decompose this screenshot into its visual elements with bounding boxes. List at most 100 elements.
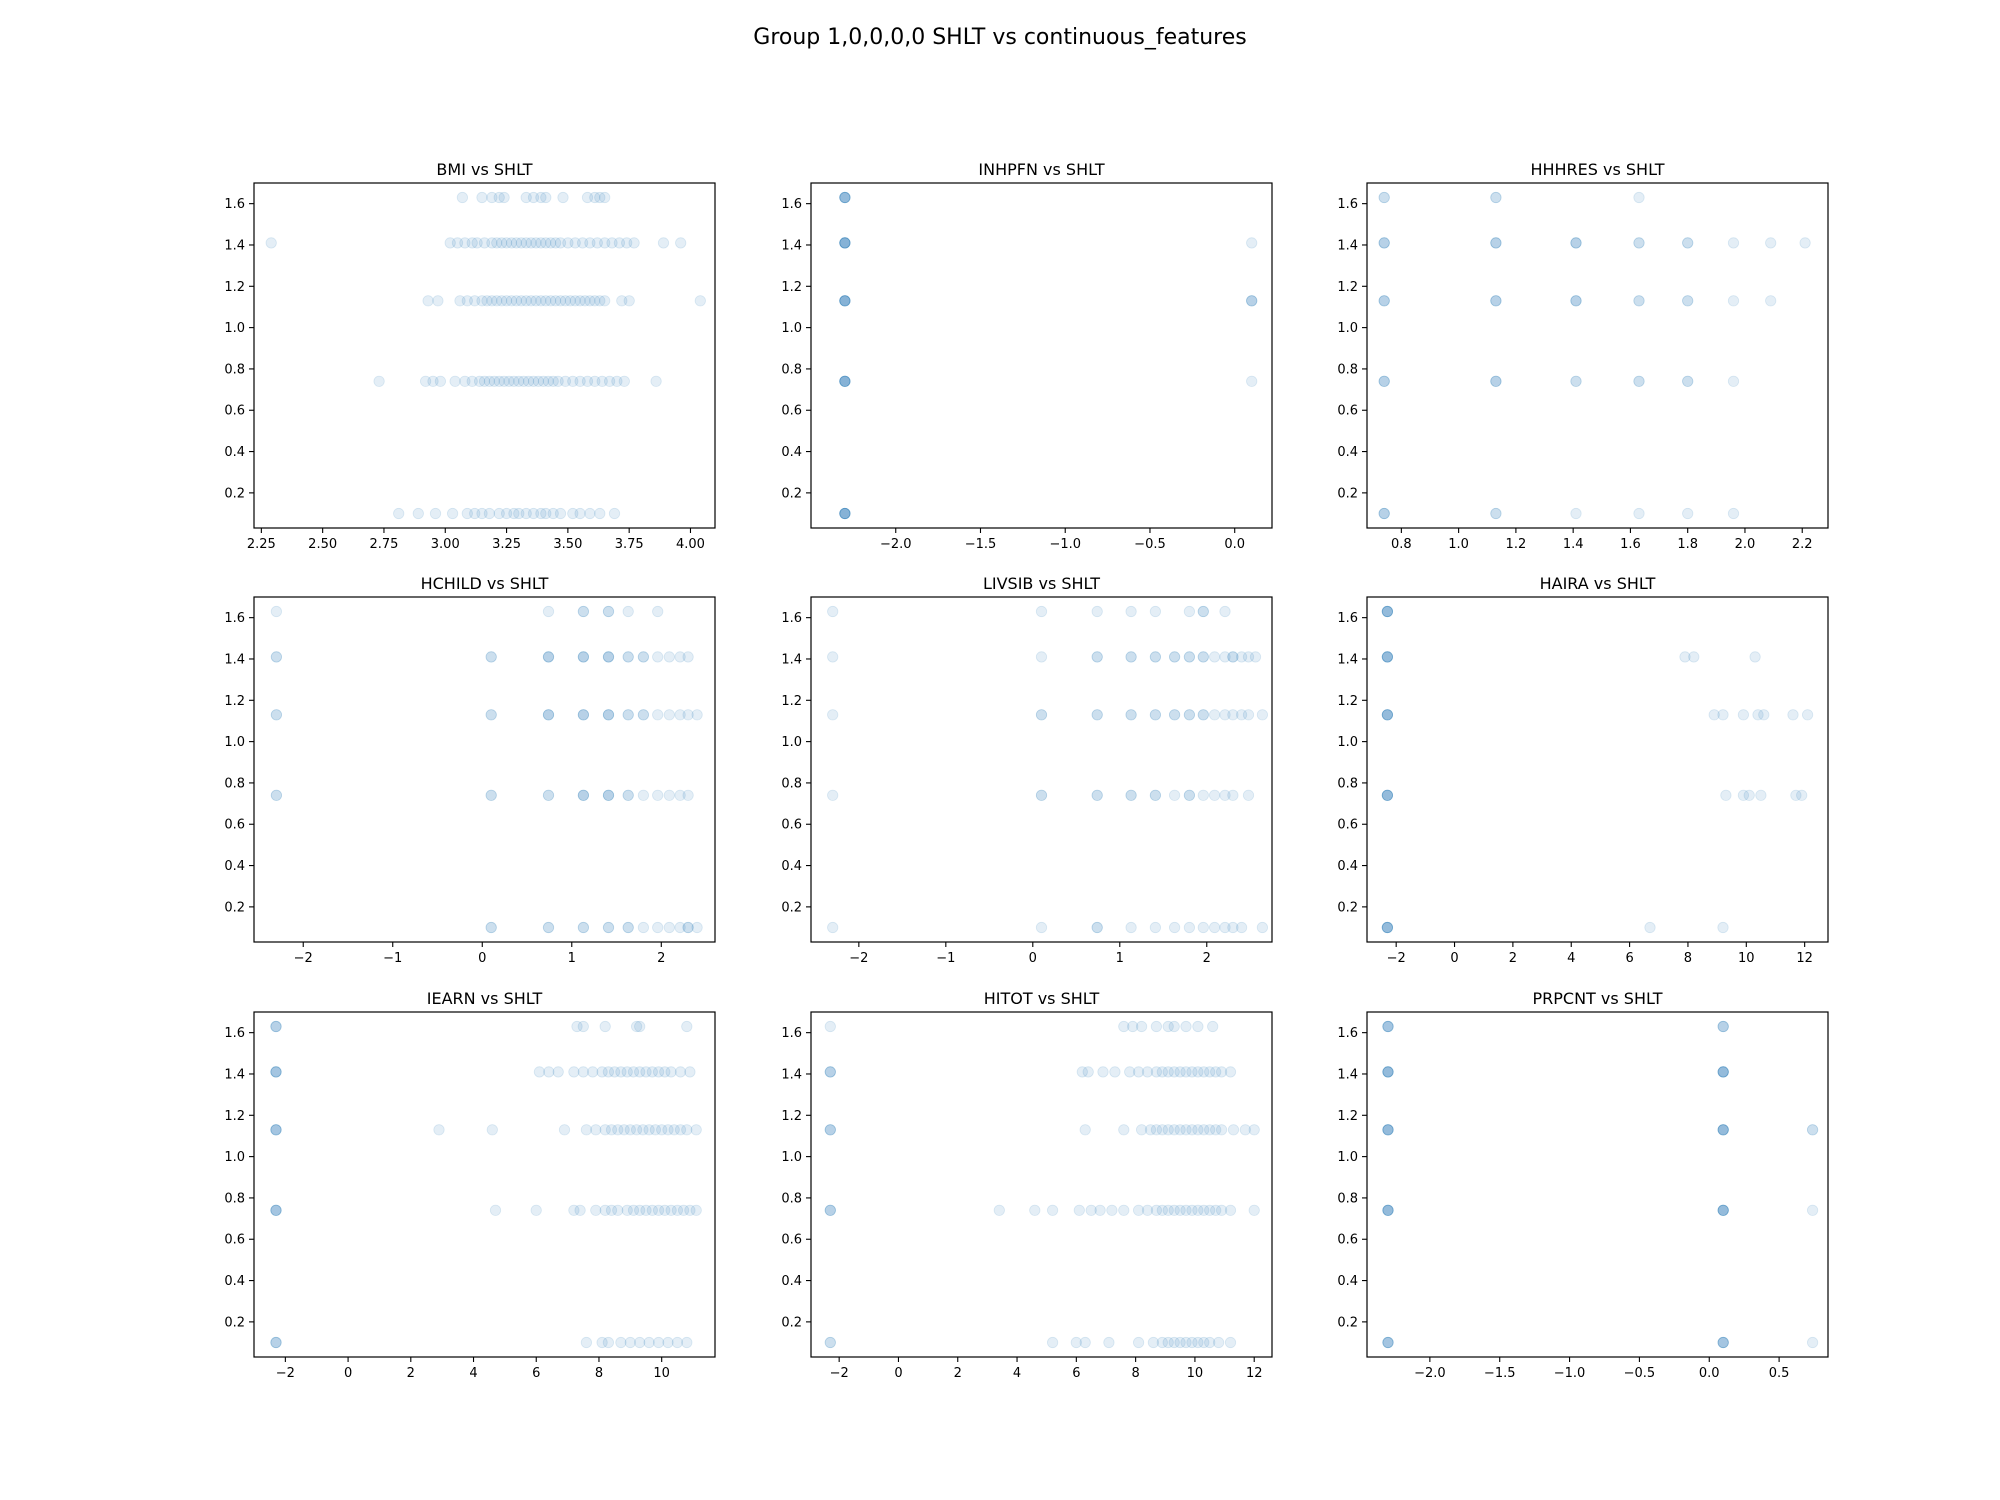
y-tick-label: 1.0: [781, 1150, 802, 1165]
data-point: [1035, 789, 1048, 801]
data-point: [652, 789, 664, 801]
y-tick-label: 1.4: [781, 652, 802, 667]
data-point: [1125, 789, 1137, 801]
data-point: [622, 605, 634, 618]
data-point: [634, 1204, 646, 1216]
x-tick-label: 12: [1246, 1366, 1263, 1381]
data-point: [485, 651, 497, 663]
x-tick-label: 4: [469, 1366, 477, 1381]
data-point: [1382, 1020, 1394, 1033]
data-point: [576, 237, 589, 249]
x-tick-label: 10: [1187, 1366, 1204, 1381]
data-point: [1717, 1066, 1729, 1078]
data-point: [1633, 295, 1645, 307]
data-point: [824, 1204, 836, 1216]
data-point: [1156, 1204, 1168, 1216]
data-point: [1633, 191, 1645, 204]
data-point: [508, 375, 520, 387]
data-point: [663, 789, 675, 801]
data-point: [483, 375, 495, 387]
data-point: [1079, 1336, 1091, 1349]
data-point: [624, 1124, 636, 1136]
data-point: [577, 709, 590, 721]
data-point: [1180, 1124, 1192, 1136]
data-point: [500, 295, 513, 307]
data-point: [1091, 789, 1103, 801]
data-point: [1242, 709, 1255, 721]
y-tick-label: 1.0: [1337, 321, 1358, 336]
data-point: [1755, 789, 1767, 801]
data-point: [681, 1124, 693, 1136]
data-point: [602, 921, 615, 934]
axes-frame: [1366, 596, 1829, 943]
y-tick-label: 0.2: [1337, 900, 1358, 915]
data-point: [682, 921, 694, 934]
data-point: [1246, 375, 1258, 387]
data-point: [1149, 605, 1162, 618]
data-point: [432, 295, 444, 307]
data-point: [574, 507, 586, 520]
data-point: [1168, 1124, 1180, 1136]
data-point: [1242, 651, 1255, 663]
data-point: [549, 295, 562, 307]
data-point: [652, 605, 664, 618]
data-point: [1570, 237, 1582, 249]
data-point: [1570, 375, 1582, 387]
data-point: [537, 375, 550, 387]
x-tick-label: 2.0: [1735, 537, 1756, 552]
data-point: [493, 191, 505, 204]
data-point: [1717, 709, 1729, 721]
data-point: [270, 1020, 282, 1033]
data-point: [1150, 1020, 1163, 1033]
data-point: [1192, 1066, 1204, 1078]
data-point: [1381, 789, 1394, 801]
data-point: [1381, 709, 1394, 721]
data-point: [270, 1336, 282, 1349]
data-point: [602, 789, 615, 801]
data-point: [1382, 1336, 1394, 1349]
data-point: [1737, 709, 1750, 721]
data-point: [993, 1204, 1005, 1216]
data-point: [1248, 1124, 1260, 1136]
x-tick-label: 2.25: [247, 537, 276, 552]
y-tick-label: 1.4: [224, 238, 245, 253]
data-point: [270, 709, 282, 721]
data-point: [1125, 651, 1137, 663]
y-tick-label: 0.6: [1337, 818, 1358, 833]
data-point: [1381, 605, 1394, 618]
data-point: [839, 191, 851, 204]
data-point: [621, 1204, 633, 1216]
data-point: [646, 1204, 658, 1216]
data-point: [1378, 375, 1390, 387]
data-point: [1213, 1336, 1225, 1349]
data-point: [662, 1124, 674, 1136]
data-point: [1682, 237, 1694, 249]
data-point: [602, 789, 615, 801]
data-point: [577, 651, 590, 663]
data-point: [540, 507, 552, 520]
y-tick-label: 0.6: [781, 404, 802, 419]
y-tick-label: 0.8: [224, 362, 245, 377]
data-point: [1094, 1204, 1106, 1216]
data-point: [469, 295, 481, 307]
data-point: [839, 237, 851, 249]
data-point: [1227, 789, 1239, 801]
data-point: [500, 507, 513, 520]
data-point: [634, 1336, 646, 1349]
x-tick-label: 0.8: [1391, 537, 1412, 552]
axes-frame: [253, 1011, 716, 1358]
data-point: [1682, 375, 1694, 387]
data-point: [621, 237, 633, 249]
data-point: [1210, 1124, 1222, 1136]
data-point: [637, 651, 650, 663]
data-point: [652, 709, 664, 721]
y-tick-label: 0.8: [1337, 362, 1358, 377]
data-point: [827, 709, 839, 721]
data-point: [469, 507, 481, 520]
data-point: [577, 921, 590, 934]
data-point: [459, 375, 471, 387]
data-point: [1378, 507, 1390, 520]
y-tick-label: 0.4: [1337, 859, 1358, 874]
data-point: [1125, 789, 1137, 801]
data-point: [827, 651, 839, 663]
